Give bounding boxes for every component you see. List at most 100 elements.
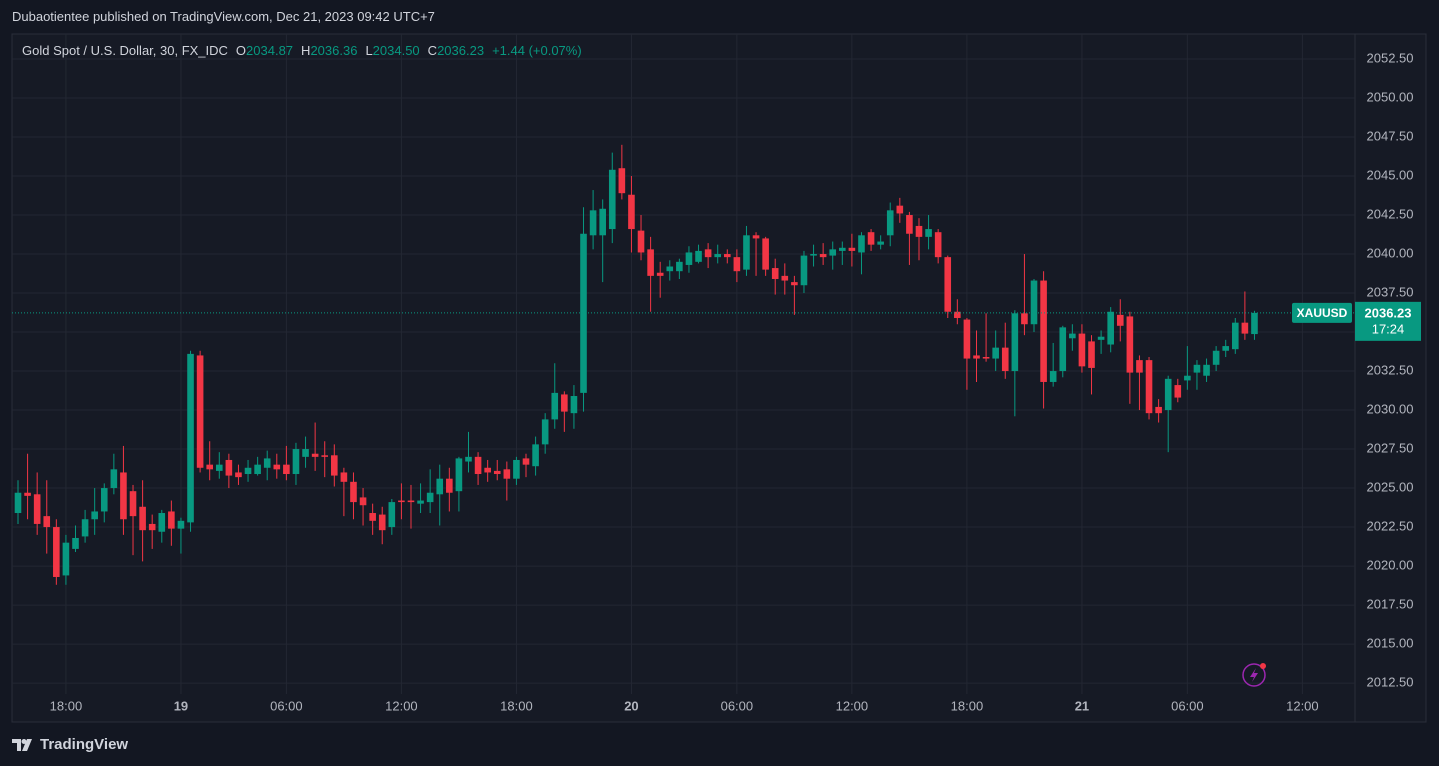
candle-body [599,208,606,236]
candle-body [235,472,242,478]
candle-body [925,229,932,237]
grid [12,34,1355,694]
candle-body [1184,375,1191,381]
candle-body [1059,327,1067,372]
candle-body [407,500,415,503]
candle-body [733,257,741,272]
symbol: Gold Spot / U.S. Dollar, 30, FX_IDC [22,43,228,58]
x-tick-label: 06:00 [1171,698,1204,713]
candle-body [24,492,31,496]
candle-body [369,513,376,521]
candle-body [886,210,894,236]
candle-body [628,194,635,230]
candle-body [973,355,980,359]
candle-body [934,232,942,258]
candle-body [848,247,856,251]
candle-body [666,266,674,272]
candle-body [1088,341,1095,368]
y-tick-label: 2030.00 [1367,401,1414,416]
candle-body [580,233,587,393]
candle-body [72,537,79,549]
y-tick-label: 2025.00 [1367,479,1414,494]
candle-body [446,478,453,493]
x-tick-label: 06:00 [721,698,754,713]
candle-body [225,459,233,476]
candle-body [1126,316,1134,373]
candle-body [110,469,118,489]
candle-body [244,467,252,475]
candle-body [714,254,722,258]
candle-body [331,455,338,476]
candle-body [829,249,837,256]
candle-body [1222,346,1230,351]
candle-body [762,238,769,270]
candle-body [867,232,875,245]
candle-body [589,210,597,236]
candle-body [196,355,204,468]
candle-body [1251,312,1258,335]
candle-body [254,464,261,475]
brand: TradingView [12,736,128,753]
candle-body [1049,371,1057,382]
x-tick-label: 06:00 [270,698,303,713]
candle-body [474,456,482,475]
x-tick-label: 19 [174,698,188,713]
candle-body [350,481,357,503]
close-label: C [427,43,438,58]
candle-body [426,492,434,503]
y-tick-label: 2047.50 [1367,128,1414,143]
brand-name: TradingView [40,736,129,753]
y-tick-label: 2032.50 [1367,362,1414,377]
candle-body [206,464,213,470]
candle-body [723,254,731,258]
candle-body [493,470,501,475]
x-tick-label: 20 [624,698,638,713]
candle-body [14,492,22,514]
candle-body [522,458,530,465]
candle-body [398,500,405,503]
candle-body [1078,333,1086,367]
candle-body [695,250,702,262]
candle-body [455,458,463,492]
candle-body [954,311,961,318]
candle-body [1107,311,1114,345]
candle-body [91,511,98,520]
candle-body [321,455,329,457]
y-tick-label: 2015.00 [1367,636,1414,651]
candle-body [810,254,817,256]
candle-body [62,542,70,576]
x-tick-label: 21 [1075,698,1089,713]
candle-body [1001,347,1009,372]
price-tag [1355,301,1421,341]
candle-body [656,272,664,276]
candle-body [359,497,367,506]
candle-body [676,261,683,272]
candle-body [570,396,578,414]
x-tick-label: 12:00 [385,698,418,713]
alert-icon[interactable] [1242,663,1266,687]
candle-body [484,467,491,473]
y-tick-label: 2027.50 [1367,440,1414,455]
candle-body [743,235,750,270]
candle-body [858,235,865,253]
y-tick-label: 2042.50 [1367,206,1414,221]
candle-body [120,472,127,520]
candle-body [436,478,444,495]
y-tick-label: 2040.00 [1367,245,1414,260]
candle-body [618,168,626,194]
open-value: 2034.87 [246,43,294,58]
candle-body [637,230,645,253]
symbol-tag [1292,302,1352,323]
candle-body [388,502,396,528]
candle-body [992,347,999,359]
x-tick-label: 12:00 [836,698,869,713]
candle-body [1030,280,1038,325]
candle-body [877,241,884,245]
candle-body [1145,360,1153,414]
candle-body [263,458,271,468]
candle-body [771,268,779,279]
candle-body [273,464,281,470]
candle-body [704,249,712,258]
candle-body [139,506,146,531]
